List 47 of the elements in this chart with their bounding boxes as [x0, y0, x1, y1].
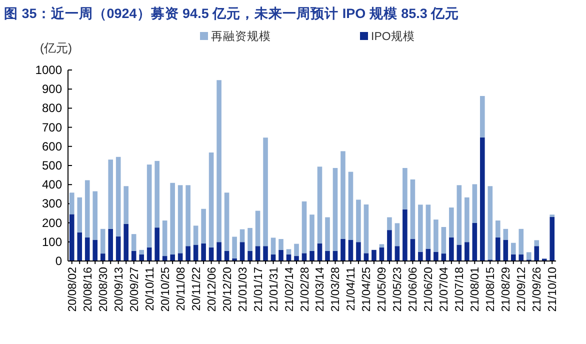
- x-tick-label: 20/09/13: [113, 267, 126, 312]
- y-tick-label: 100: [42, 234, 62, 249]
- x-tick-label: 21/03/14: [314, 266, 327, 312]
- ylabel: (亿元): [40, 41, 72, 55]
- y-tick-label: 1000: [35, 63, 62, 77]
- x-tick-label: 20/10/11: [144, 267, 156, 311]
- x-tick-label: 21/02/14: [284, 266, 296, 312]
- x-tick-label: 20/10/25: [160, 267, 172, 312]
- x-tick-label: 21/10/10: [547, 267, 560, 312]
- x-tick-label: 21/07/04: [438, 266, 451, 312]
- title: 图 35：近一周（0924）募资 94.5 亿元，未来一周预计 IPO 规模 85.3 亿元: [4, 6, 460, 21]
- y-tick-label: 600: [42, 139, 62, 154]
- y-tick-label: 0: [55, 254, 62, 268]
- x-tick-label: 21/08/15: [485, 267, 498, 312]
- x-tick-label: 20/12/20: [222, 267, 234, 312]
- x-tick-label: 20/08/16: [82, 267, 94, 312]
- y-tick-label: 500: [42, 158, 62, 172]
- x-tick-label: 20/12/06: [206, 267, 218, 312]
- x-tick-label: 21/07/18: [454, 267, 466, 312]
- x-tick-label: 21/05/23: [392, 267, 404, 312]
- x-tick-label: 21/09/26: [532, 267, 544, 312]
- y-tick-label: 300: [42, 196, 62, 211]
- x-tick-label: 21/06/20: [423, 267, 436, 312]
- x-tick-label: 21/04/11: [346, 267, 358, 311]
- y-tick-label: 800: [42, 101, 62, 116]
- x-tick-label: 20/09/27: [128, 267, 141, 312]
- x-tick-label: 20/11/22: [190, 267, 203, 311]
- y-tick-label: 700: [42, 120, 62, 134]
- x-tick-label: 21/03/28: [330, 267, 342, 312]
- x-tick-label: 20/11/08: [175, 267, 188, 311]
- x-tick-label: 21/01/17: [252, 267, 265, 312]
- x-tick-label: 21/09/12: [516, 267, 528, 312]
- x-tick-label: 21/02/28: [299, 267, 312, 312]
- x-tick-label: 21/05/09: [376, 267, 389, 312]
- y-tick-label: 900: [42, 82, 62, 96]
- x-tick-label: 21/08/01: [470, 267, 482, 312]
- y-tick-label: 400: [42, 178, 62, 192]
- legend-label: 再融资规模: [211, 30, 271, 43]
- x-tick-label: 21/04/25: [361, 267, 374, 312]
- x-tick-label: 20/08/30: [98, 267, 110, 312]
- x-tick-label: 21/08/29: [500, 267, 513, 312]
- x-tick-label: 21/01/31: [268, 267, 280, 312]
- x-tick-label: 21/01/03: [237, 267, 250, 312]
- legend-label: IPO规模: [371, 30, 415, 43]
- y-tick-label: 200: [42, 216, 62, 230]
- x-tick-label: 21/06/06: [408, 267, 420, 312]
- x-tick-label: 20/08/02: [66, 267, 79, 312]
